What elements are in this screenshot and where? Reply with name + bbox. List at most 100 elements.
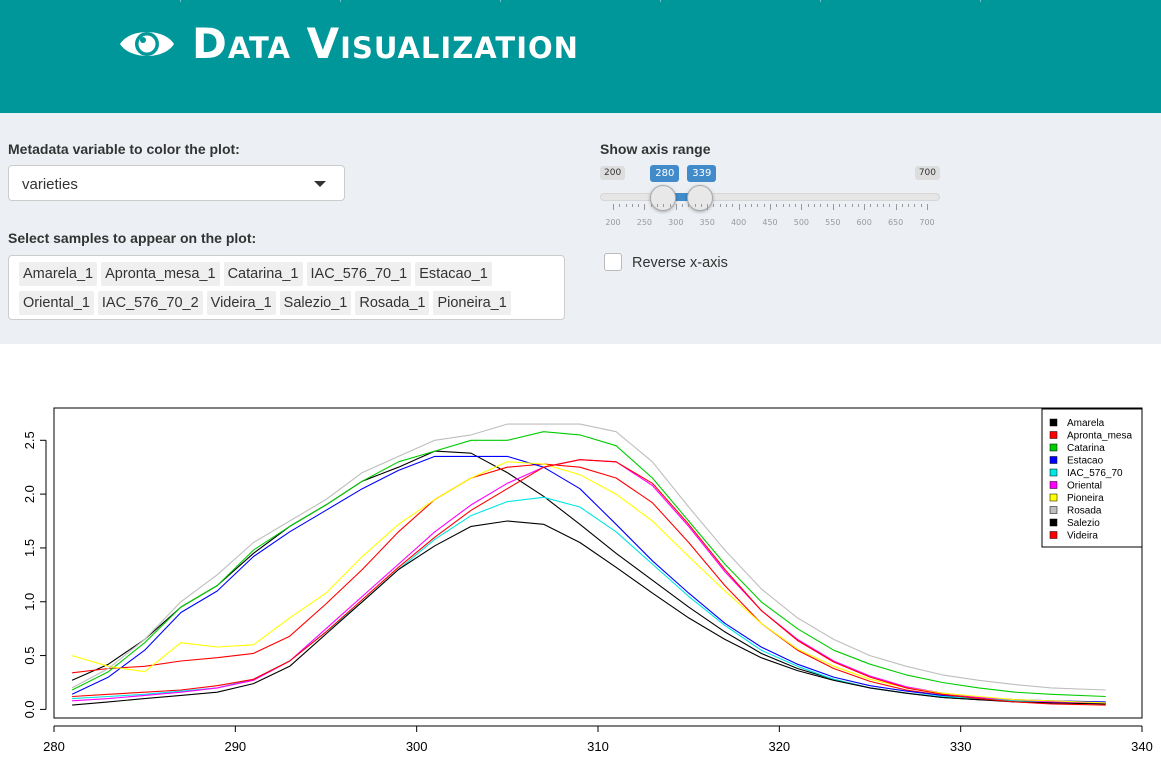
slider-tick bbox=[807, 204, 809, 207]
slider-min-label: 200 bbox=[600, 166, 626, 180]
series-line bbox=[71, 450, 1106, 704]
slider-from-handle[interactable] bbox=[650, 185, 677, 211]
slider-tick bbox=[688, 204, 690, 207]
series-line bbox=[71, 423, 1106, 691]
slider-tick bbox=[895, 204, 897, 210]
slider-tick bbox=[908, 204, 910, 207]
slider-tick bbox=[738, 204, 740, 210]
legend-label: Pioneira bbox=[1067, 493, 1104, 504]
color-variable-select[interactable]: varieties bbox=[8, 165, 345, 201]
header-mark bbox=[340, 0, 341, 2]
sample-tag[interactable]: Apronta_mesa_1 bbox=[101, 262, 220, 286]
spectra-line-plot: 280 290 300 310 320 330 340 0.0 0.5 1.0 1.5 2.0 2.5 A… bbox=[22, 407, 1153, 754]
slider-tick bbox=[663, 204, 665, 207]
header-mark bbox=[180, 0, 181, 2]
slider-tick bbox=[864, 204, 866, 210]
legend-swatch bbox=[1049, 531, 1058, 539]
slider-tick-label: 350 bbox=[699, 218, 715, 227]
legend-swatch bbox=[1049, 518, 1058, 527]
slider-tick-label: 250 bbox=[636, 218, 653, 227]
legend-box bbox=[1041, 408, 1143, 548]
legend-label: Videira bbox=[1067, 531, 1098, 542]
slider-to-handle[interactable] bbox=[687, 185, 714, 211]
slider-tick bbox=[669, 204, 671, 207]
slider-tick bbox=[857, 204, 859, 207]
series-line bbox=[72, 459, 1106, 706]
slider-tick bbox=[901, 204, 903, 207]
series-line bbox=[72, 520, 1106, 706]
x-tick-label: 330 bbox=[950, 739, 972, 754]
slider-tick-label: 700 bbox=[919, 218, 935, 227]
samples-label: Select samples to appear on the plot: bbox=[8, 230, 257, 246]
axis-range-slider[interactable]: 200 700 280 339 200 250 300 350 400 450 500 550… bbox=[600, 163, 940, 233]
slider-tick bbox=[732, 204, 734, 207]
page-title-text: Data Visualization bbox=[192, 19, 579, 68]
slider-tick bbox=[851, 204, 853, 207]
slider-tick bbox=[870, 204, 872, 207]
slider-tick bbox=[644, 204, 646, 210]
sample-tag[interactable]: Salezio_1 bbox=[279, 291, 352, 315]
slider-max-label: 700 bbox=[914, 166, 940, 180]
x-tick-label: 300 bbox=[406, 739, 428, 754]
legend-swatch bbox=[1049, 456, 1058, 464]
slider-from-label: 280 bbox=[650, 165, 680, 182]
x-tick-label: 310 bbox=[587, 739, 609, 754]
reverse-x-axis-checkbox[interactable] bbox=[604, 253, 622, 271]
slider-tick bbox=[788, 204, 790, 207]
sample-tag[interactable]: Estacao_1 bbox=[415, 262, 492, 286]
slider-tick bbox=[751, 204, 753, 207]
slider-tick bbox=[795, 204, 797, 207]
legend-label: Salezio bbox=[1067, 518, 1100, 529]
slider-tick bbox=[726, 204, 728, 207]
slider-tick bbox=[801, 204, 803, 210]
header-mark bbox=[660, 0, 661, 2]
sample-tag[interactable]: Amarela_1 bbox=[19, 262, 98, 286]
slider-tick bbox=[889, 204, 891, 207]
slider-tick-label: 500 bbox=[793, 218, 810, 227]
y-tick-label: 1.0 bbox=[22, 593, 37, 611]
y-tick-label: 0.0 bbox=[22, 700, 37, 718]
slider-tick bbox=[694, 204, 696, 207]
slider-tick bbox=[625, 204, 627, 207]
x-tick-label: 320 bbox=[768, 739, 790, 754]
legend-swatch bbox=[1049, 443, 1058, 452]
sample-tag[interactable]: Oriental_1 bbox=[19, 291, 94, 315]
slider-tick bbox=[700, 204, 702, 207]
y-tick-label: 2.0 bbox=[22, 485, 37, 503]
sample-tag[interactable]: Pioneira_1 bbox=[433, 291, 511, 315]
series-line bbox=[72, 496, 1106, 704]
axis-range-label: Show axis range bbox=[600, 141, 711, 157]
slider-tick bbox=[613, 204, 614, 210]
sample-tag[interactable]: Rosada_1 bbox=[355, 291, 430, 315]
header-mark bbox=[980, 0, 981, 2]
slider-tick bbox=[876, 204, 878, 207]
slider-track[interactable] bbox=[600, 193, 940, 201]
slider-tick-label: 650 bbox=[887, 218, 904, 227]
slider-tick-label: 200 bbox=[605, 218, 621, 227]
slider-tick bbox=[832, 204, 834, 210]
reverse-x-axis-label[interactable]: Reverse x-axis bbox=[632, 255, 728, 271]
x-tick-label: 280 bbox=[43, 739, 65, 754]
slider-tick bbox=[839, 204, 841, 207]
slider-tick bbox=[682, 204, 684, 207]
sample-tag[interactable]: Videira_1 bbox=[206, 291, 276, 315]
sample-tag[interactable]: Catarina_1 bbox=[223, 262, 303, 286]
slider-tick bbox=[744, 204, 746, 207]
series-line bbox=[71, 431, 1106, 698]
chevron-down-icon[interactable] bbox=[314, 181, 326, 187]
slider-tick bbox=[656, 204, 658, 207]
slider-tick-label: 450 bbox=[762, 218, 778, 227]
slider-tick bbox=[713, 204, 715, 207]
samples-multiselect[interactable]: Amarela_1 Apronta_mesa_1 Catarina_1 IAC_576… bbox=[8, 255, 565, 320]
sample-tag[interactable]: IAC_576_70_1 bbox=[306, 262, 412, 286]
sample-tag[interactable]: IAC_576_70_2 bbox=[97, 291, 203, 315]
slider-tick bbox=[707, 204, 709, 210]
slider-tick bbox=[927, 204, 928, 210]
slider-to-label: 339 bbox=[687, 165, 717, 182]
legend-swatch bbox=[1049, 481, 1058, 489]
plot-frame bbox=[53, 407, 1143, 719]
slider-tick bbox=[826, 204, 828, 207]
legend-label: Amarela bbox=[1067, 418, 1105, 429]
color-variable-value: varieties bbox=[22, 176, 78, 193]
legend-label: Estacao bbox=[1067, 456, 1104, 467]
